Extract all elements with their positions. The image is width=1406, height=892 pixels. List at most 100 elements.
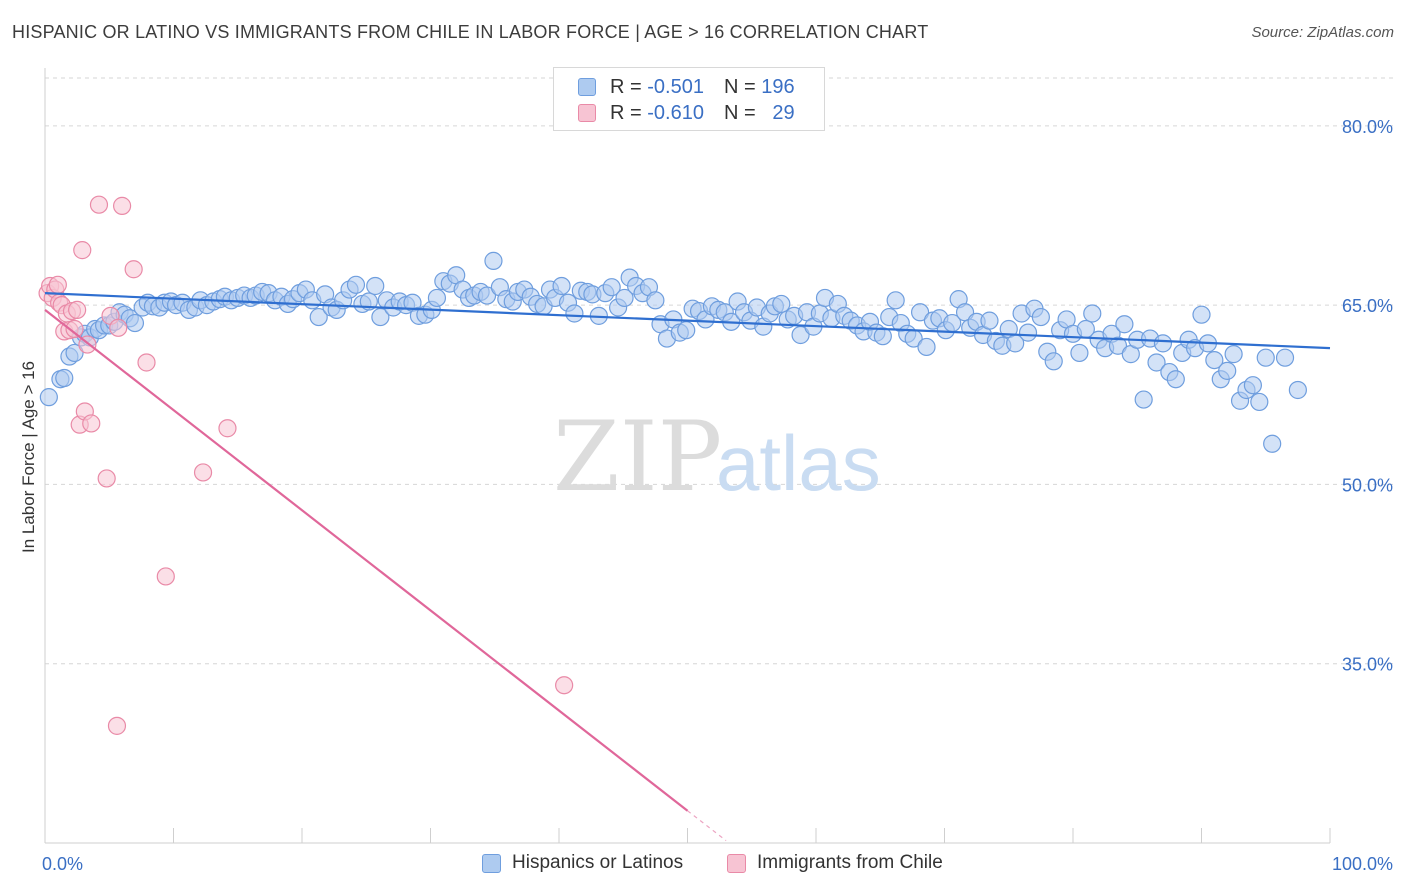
trend-line-hispanics	[44, 292, 1331, 350]
data-point-chile	[218, 419, 237, 438]
legend-n-value: 29	[772, 101, 795, 124]
data-point-hispanics	[1250, 392, 1269, 412]
y-axis-title: In Labor Force | Age > 16	[19, 361, 38, 553]
chart-title: HISPANIC OR LATINO VS IMMIGRANTS FROM CH…	[12, 22, 929, 42]
data-point-hispanics	[1031, 307, 1050, 327]
data-point-chile	[107, 716, 127, 735]
data-point-hispanics	[125, 313, 145, 333]
legend-label-chile: Immigrants from Chile	[757, 852, 943, 873]
data-point-chile	[109, 318, 128, 337]
y-tick-label: 50.0%	[1342, 475, 1393, 495]
y-tick-label: 80.0%	[1342, 117, 1393, 137]
data-point-hispanics	[477, 286, 497, 305]
data-point-chile	[73, 241, 92, 260]
data-point-chile	[555, 676, 574, 695]
trend-line-chile-extension	[687, 810, 727, 842]
data-point-hispanics	[646, 291, 665, 310]
data-point-chile	[124, 260, 143, 279]
legend-item-hispanics: Hispanics or Latinos	[482, 852, 683, 874]
data-point-chile	[89, 195, 109, 214]
data-point-hispanics	[615, 288, 634, 308]
legend-swatch-blue	[482, 853, 501, 873]
series-legend: Hispanics or Latinos Immigrants from Chi…	[0, 852, 1406, 878]
watermark: ZIP atlas	[553, 401, 881, 513]
data-point-chile	[82, 414, 101, 433]
data-point-hispanics	[910, 303, 930, 322]
axes	[44, 68, 1331, 844]
data-point-hispanics	[552, 276, 571, 296]
data-point-hispanics	[427, 288, 447, 308]
data-point-chile	[137, 353, 156, 372]
legend-r-label: R =	[610, 101, 642, 124]
series-chile-points	[38, 195, 574, 735]
data-point-chile	[65, 319, 84, 339]
legend-r-label: R =	[610, 75, 642, 98]
grid-lines	[45, 77, 1395, 665]
legend-r-value: -0.610	[647, 101, 704, 124]
data-point-hispanics	[1288, 380, 1307, 400]
data-point-hispanics	[1108, 336, 1128, 355]
x-tick-label: 0.0%	[42, 854, 83, 874]
data-point-hispanics	[309, 307, 328, 327]
data-point-chile	[112, 196, 132, 215]
data-point-hispanics	[1218, 361, 1237, 380]
data-point-chile	[68, 300, 87, 319]
data-point-hispanics	[1243, 376, 1263, 395]
data-point-hispanics	[677, 321, 696, 340]
data-point-hispanics	[1192, 305, 1211, 324]
data-point-hispanics	[1275, 348, 1295, 367]
data-point-hispanics	[602, 278, 621, 297]
data-point-hispanics	[1256, 348, 1275, 367]
data-point-hispanics	[1115, 315, 1134, 334]
data-point-hispanics	[39, 388, 58, 407]
watermark-atlas: atlas	[716, 419, 881, 507]
data-point-hispanics	[1083, 304, 1102, 323]
data-point-hispanics	[484, 251, 503, 270]
data-point-hispanics	[1070, 343, 1089, 363]
legend-r-value: -0.501	[647, 75, 704, 98]
data-point-hispanics	[1205, 350, 1224, 370]
data-point-hispanics	[873, 327, 892, 346]
legend-label-hispanics: Hispanics or Latinos	[512, 852, 684, 873]
trend-line-chile	[44, 309, 689, 812]
legend-n-value: 196	[761, 75, 795, 98]
data-point-chile	[97, 469, 116, 488]
series-hispanics-points	[39, 251, 1307, 453]
trend-lines	[44, 292, 1331, 842]
data-point-hispanics	[565, 304, 584, 323]
data-point-hispanics	[1224, 345, 1243, 364]
legend-n-label: N =	[723, 75, 756, 98]
data-point-hispanics	[65, 343, 84, 363]
legend-swatch-pink	[727, 853, 746, 873]
legend-row-chile: R = -0.610 N = 29	[578, 101, 795, 125]
data-point-hispanics	[1018, 323, 1038, 342]
data-point-hispanics	[886, 291, 905, 310]
source-credit: Source: ZipAtlas.com	[1251, 24, 1394, 41]
data-point-hispanics	[772, 294, 791, 314]
watermark-zip: ZIP	[553, 401, 722, 513]
legend-swatch-pink	[578, 104, 596, 122]
tick-labels: 35.0% 50.0% 65.0% 80.0% 0.0% 100.0%	[42, 117, 1393, 874]
data-point-hispanics	[1153, 334, 1173, 353]
data-point-hispanics	[917, 337, 936, 357]
data-point-hispanics	[1134, 390, 1153, 409]
data-point-hispanics	[980, 311, 999, 330]
data-point-chile	[193, 463, 213, 482]
correlation-legend: R = -0.501 N = 196 R = -0.610 N = 29	[553, 67, 825, 131]
legend-swatch-blue	[578, 78, 596, 96]
data-point-chile	[48, 275, 67, 294]
data-point-hispanics	[1147, 353, 1166, 372]
x-tick-label: 100.0%	[1332, 854, 1393, 874]
legend-n-label: N =	[723, 101, 756, 124]
data-point-hispanics	[1263, 434, 1282, 453]
y-tick-label: 35.0%	[1342, 655, 1393, 675]
legend-item-chile: Immigrants from Chile	[727, 852, 943, 874]
data-point-hispanics	[1166, 370, 1185, 389]
y-tick-label: 65.0%	[1342, 296, 1393, 316]
data-point-chile	[156, 567, 175, 586]
data-point-hispanics	[366, 276, 385, 296]
data-point-hispanics	[1044, 352, 1063, 371]
data-point-hispanics	[346, 275, 366, 294]
data-point-hispanics	[55, 368, 74, 388]
